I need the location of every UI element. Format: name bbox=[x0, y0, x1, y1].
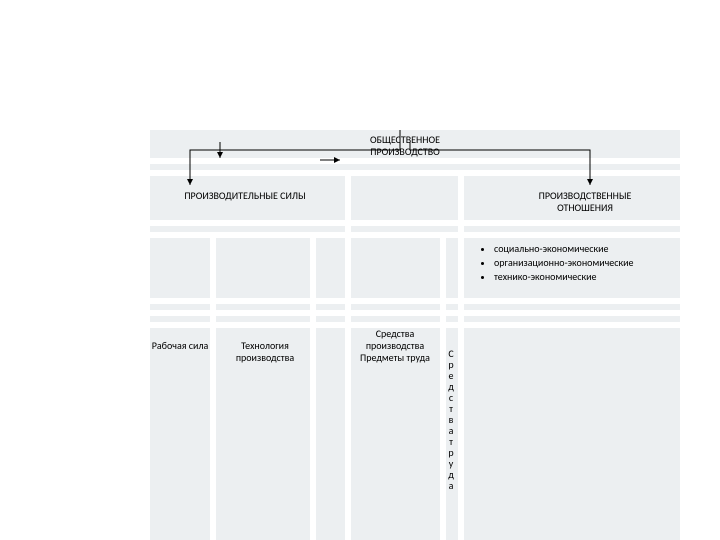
bullet-item: организационно-экономические bbox=[494, 256, 670, 270]
bullet-item: технико-экономические bbox=[494, 270, 670, 284]
grid-line bbox=[458, 170, 464, 232]
grid-line bbox=[210, 232, 216, 540]
node-right: ПРОИЗВОДСТВЕННЫЕ ОТНОШЕНИЯ bbox=[510, 190, 660, 214]
grid-line bbox=[150, 220, 680, 226]
node-sub3c-char: а bbox=[449, 479, 454, 492]
grid-line bbox=[345, 170, 351, 232]
grid-line bbox=[310, 232, 316, 540]
node-root-label: ОБЩЕСТВЕННОЕ ПРОИЗВОДСТВО bbox=[370, 133, 440, 158]
node-sub3c: С р е д с т в а т р у д а bbox=[446, 348, 456, 491]
diagram-panel: ОБЩЕСТВЕННОЕ ПРОИЗВОДСТВО ПРОИЗВОДИТЕЛЬН… bbox=[150, 130, 680, 540]
grid-line bbox=[150, 232, 680, 238]
node-root: ОБЩЕСТВЕННОЕ ПРОИЗВОДСТВО bbox=[340, 134, 470, 158]
node-right-label: ПРОИЗВОДСТВЕННЫЕ ОТНОШЕНИЯ bbox=[539, 189, 632, 214]
node-sub1-label: Рабочая сила bbox=[152, 339, 209, 352]
grid-line bbox=[458, 232, 464, 540]
grid-line bbox=[345, 232, 351, 540]
grid-line bbox=[150, 158, 680, 164]
node-sub2-label: Технология производства bbox=[236, 339, 294, 364]
node-left-label: ПРОИЗВОДИТЕЛЬНЫЕ СИЛЫ bbox=[184, 189, 305, 202]
node-sub1: Рабочая сила bbox=[150, 340, 210, 352]
node-left: ПРОИЗВОДИТЕЛЬНЫЕ СИЛЫ bbox=[170, 190, 320, 202]
node-sub3: Средства производства Предметы труда bbox=[350, 328, 440, 364]
grid-line bbox=[150, 170, 680, 176]
grid-line bbox=[150, 310, 680, 316]
node-sub3b-label: Предметы труда bbox=[360, 351, 430, 364]
bullet-item: социально-экономические bbox=[494, 242, 670, 256]
relations-bullets: социально-экономические организационно-э… bbox=[480, 242, 670, 284]
grid-line bbox=[150, 298, 680, 304]
node-sub3a-label: Средства производства bbox=[366, 327, 424, 352]
node-sub2: Технология производства bbox=[220, 340, 310, 364]
